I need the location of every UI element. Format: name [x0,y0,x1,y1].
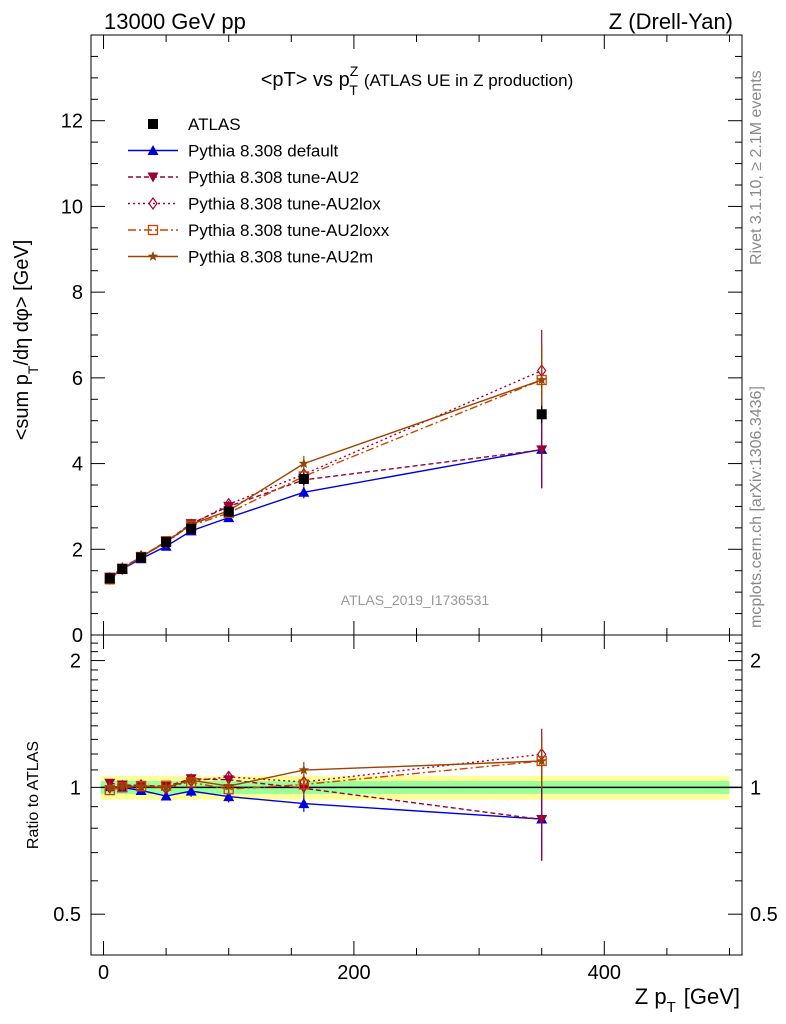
legend-label: Pythia 8.308 tune-AU2lox [188,195,381,214]
ratio-point-au2 [536,814,548,825]
legend-item-au2loxx: Pythia 8.308 tune-AU2loxx [128,221,390,240]
y-tick-label: 8 [72,282,83,304]
ratio-point-au2m [160,781,172,792]
point-default [298,486,310,497]
point-atlas [186,523,197,534]
legend-marker-au2loxx [147,224,159,236]
x-tick-label: 400 [588,962,621,984]
plot-title-extra: (ATLAS UE in Z production) [364,71,573,90]
point-au2m [536,374,547,385]
legend-marker-au2m [147,251,159,261]
ratio-point-default [185,785,197,796]
series-line-au2lox [109,369,542,579]
point-atlas [161,537,172,547]
plot-title: <pT> vs pZ T (ATLAS UE in Z production) [261,63,574,98]
legend-label: ATLAS [188,115,241,134]
watermark: ATLAS_2019_I1736531 [341,592,490,608]
main-axis-ticks: 0 2 4 6 8 10 12 [61,35,742,647]
series-line-au2loxx [109,379,542,580]
y-axis-label-b: /dη dφ> [GeV] [11,240,33,366]
x-tick-label: 0 [98,962,109,984]
y-axis-label: <sum pT/dη dφ> [GeV] [11,240,41,441]
header-left: 13000 GeV pp [104,9,246,34]
ratio-axis-ticks: 0.5 0.5 1 1 2 2 0 200 400 [53,634,778,984]
ratio-point-au2loxx [298,779,309,790]
ratio-point-au2m [117,780,128,791]
legend-item-au2lox: Pythia 8.308 tune-AU2lox [128,195,381,214]
y-tick-label: 12 [61,111,83,133]
ratio-series-au2m [104,737,547,792]
ratio-point-au2m [298,764,310,775]
ratio-line-au2m [109,760,542,789]
ratio-point-au2m [104,781,115,792]
y-tick-label: 2 [72,539,83,561]
legend-label: Pythia 8.308 tune-AU2m [188,248,373,267]
y-tick-label: 0 [72,625,83,647]
ratio-panel: 0.5 0.5 1 1 2 2 0 200 400 Ratio to ATLAS Z pT [Ge… [25,634,778,1016]
point-atlas [298,474,309,484]
series-atlas [104,405,547,584]
reference-band [100,775,742,800]
x-axis-label: Z pT [GeV] [635,984,740,1016]
y-axis-label-sub: T [25,365,41,374]
legend-item-atlas: ATLAS [148,115,241,134]
legend-marker-au2 [147,172,159,183]
ratio-y-tick-label: 0.5 [53,904,81,926]
ratio-y-tick-label: 2 [70,651,81,673]
point-au2m [298,458,310,468]
legend-marker-default [147,145,159,155]
ratio-point-default [298,798,310,809]
plot-title-sub: T [349,82,358,98]
y-tick-label: 6 [72,368,83,390]
main-plot-area [104,329,548,585]
series-default [104,410,548,583]
ratio-point-au2m [185,774,197,785]
mcplots-label: mcplots.cern.ch [arXiv:1306.3436] [748,386,765,628]
legend-label: Pythia 8.308 tune-AU2loxx [188,221,390,240]
point-atlas [136,552,147,563]
series-line-au2m [109,379,542,579]
main-panel: 0 2 4 6 8 10 12 ATLAS_2019_I1736531 <pT> vs pZ… [11,34,743,647]
point-au2 [536,445,548,456]
ratio-point-default [160,790,172,801]
series-line-default [109,448,542,579]
point-atlas [117,564,128,574]
legend-marker-atlas [148,119,158,129]
ratio-y-label: Ratio to ATLAS [25,741,42,849]
ratio-y-tick-label-right: 0.5 [750,904,778,926]
legend-item-au2: Pythia 8.308 tune-AU2 [128,168,359,187]
plot-title-main: <pT> vs p [261,69,350,91]
legend-marker-au2lox [148,196,158,211]
series-au2lox [105,329,547,585]
series-au2 [104,411,548,583]
point-atlas [223,506,234,517]
legend-label: Pythia 8.308 tune-AU2 [188,168,359,187]
ratio-y-tick-label-right: 2 [750,651,761,673]
point-atlas [536,409,547,420]
legend: ATLAS Pythia 8.308 default Pythia 8.308 tu… [128,115,390,267]
series-line-au2 [109,449,542,578]
y-axis-label-a: <sum p [11,374,33,440]
x-tick-label: 200 [337,962,370,984]
plot-title-sup: Z [350,63,359,79]
header-right: Z (Drell-Yan) [609,9,733,34]
ratio-point-au2m [135,780,147,791]
ratio-point-au2m [536,755,547,766]
ratio-point-au2m [223,780,234,791]
legend-label: Pythia 8.308 default [188,142,339,161]
ratio-y-tick-label: 1 [70,777,81,799]
rivet-label: Rivet 3.1.10, ≥ 2.1M events [748,70,765,265]
point-atlas [104,573,115,584]
y-tick-label: 4 [72,454,83,476]
ratio-plot-area [104,728,548,861]
y-tick-label: 10 [61,196,83,218]
x-axis-label-a: Z p [635,984,667,1009]
x-axis-label-sub: T [667,999,676,1016]
ratio-y-tick-label-right: 1 [750,777,761,799]
x-axis-label-b: [GeV] [684,984,740,1009]
ratio-point-default [223,791,235,802]
legend-item-au2m: Pythia 8.308 tune-AU2m [128,248,373,267]
legend-item-default: Pythia 8.308 default [128,142,339,161]
